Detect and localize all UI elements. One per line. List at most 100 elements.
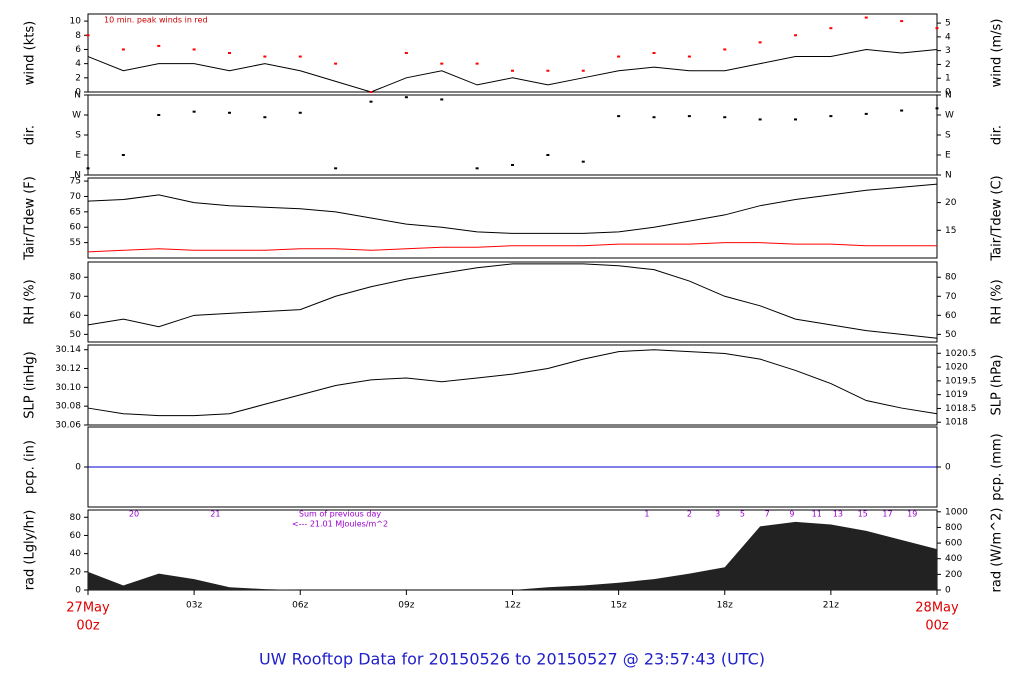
data-point [192, 48, 196, 51]
data-point [794, 118, 797, 121]
data-point [228, 52, 231, 54]
y2-tick-label: 3 [945, 46, 951, 56]
y-tick-label: 60 [70, 223, 82, 233]
y-tick-label: 40 [70, 549, 82, 559]
y-tick-label: 55 [70, 238, 81, 248]
y2-tick-label: N [945, 171, 952, 181]
y2-tick-label: 600 [945, 539, 962, 549]
y-tick-label: 30.12 [55, 364, 81, 374]
data-point [228, 111, 231, 114]
y2-tick-label: 20 [945, 198, 957, 208]
y2-axis-label: RH (%) [990, 279, 1005, 324]
y2-axis-label: wind (m/s) [990, 19, 1005, 88]
data-point [263, 55, 267, 58]
data-point [652, 116, 656, 119]
hour-label: 19 [907, 510, 917, 519]
panel-frame [87, 261, 938, 343]
y-tick-label: S [75, 131, 81, 141]
y2-tick-label: 4 [945, 32, 951, 42]
data-point [581, 69, 585, 72]
x-tick-label: 12z [504, 601, 520, 611]
y2-axis-label: Tair/Tdew (C) [990, 175, 1005, 261]
data-point [298, 111, 302, 114]
line [87, 263, 938, 339]
chart-title: UW Rooftop Data for 20150526 to 20150527… [259, 650, 765, 669]
y-axis-label: dir. [23, 125, 38, 145]
y-tick-label: 0 [75, 586, 81, 596]
y2-tick-label: N [945, 91, 952, 101]
y2-tick-label: 1000 [945, 507, 968, 517]
data-point [334, 62, 338, 65]
data-point [829, 27, 833, 30]
y-tick-label: 80 [70, 513, 82, 523]
y-tick-label: 80 [70, 273, 82, 283]
panel-frame [87, 177, 938, 259]
y2-tick-label: 60 [945, 311, 957, 321]
data-point [86, 34, 90, 37]
y-tick-label: 60 [70, 311, 82, 321]
y-tick-label: N [74, 91, 81, 101]
data-point [900, 20, 904, 23]
data-point [723, 48, 727, 51]
y2-axis-label: SLP (hPa) [990, 354, 1005, 415]
hour-label: 5 [740, 510, 745, 519]
x-tick-label: 21z [823, 601, 839, 611]
data-point [440, 62, 444, 65]
data-point [157, 44, 161, 47]
y-tick-label: 30.06 [55, 421, 81, 431]
y2-axis-label: pcp. (mm) [990, 433, 1005, 500]
data-point [475, 167, 479, 170]
data-point [617, 115, 621, 118]
y2-tick-label: 1019 [945, 390, 968, 400]
y-axis-label: Tair/Tdew (F) [23, 176, 38, 261]
data-point [369, 91, 373, 93]
data-point [617, 55, 621, 58]
y-tick-label: 0 [75, 88, 81, 98]
data-point [121, 48, 125, 51]
y-axis-label: RH (%) [23, 279, 38, 324]
hour-label: 2 [687, 510, 692, 519]
data-point [546, 154, 550, 156]
y2-tick-label: 1019.5 [945, 376, 977, 386]
hour-label: 17 [882, 510, 892, 519]
y2-tick-label: 800 [945, 523, 962, 533]
annotation: <--- 21.01 MJoules/m^2 [292, 520, 388, 529]
y2-tick-label: 0 [945, 88, 951, 98]
hour-label: 9 [789, 510, 794, 519]
y-tick-label: 50 [70, 330, 82, 340]
data-point [758, 41, 762, 44]
data-point [687, 115, 691, 118]
data-point [864, 16, 868, 19]
data-point [581, 160, 585, 163]
y-tick-label: 30.10 [55, 383, 81, 393]
y2-tick-label: S [945, 131, 951, 141]
data-point [511, 69, 514, 72]
data-point [121, 154, 125, 156]
y-tick-label: 0 [75, 463, 81, 473]
hour-label: 3 [715, 510, 720, 519]
y-axis-label: SLP (inHg) [23, 351, 38, 419]
data-point [157, 114, 161, 116]
data-point [511, 164, 514, 166]
line [87, 349, 938, 417]
y-tick-label: 8 [75, 31, 81, 41]
hour-label: 21 [210, 510, 220, 519]
y-tick-label: 4 [75, 59, 81, 69]
data-point [263, 116, 267, 119]
y-tick-label: 70 [70, 292, 82, 302]
x-tick-label: 00z [76, 619, 100, 634]
y2-tick-label: W [945, 111, 954, 121]
panel-frame [87, 94, 938, 176]
x-tick-label: 03z [186, 601, 202, 611]
x-tick-label: 09z [398, 601, 414, 611]
data-point [652, 52, 656, 54]
y2-tick-label: 1018 [945, 418, 968, 428]
x-tick-label: 06z [292, 601, 308, 611]
line [87, 242, 937, 253]
y-tick-label: 65 [70, 207, 81, 217]
data-point [404, 52, 408, 54]
y-tick-label: N [74, 171, 81, 181]
y-axis-label: wind (kts) [23, 21, 38, 85]
y-axis-label: rad (Lgly/hr) [23, 510, 38, 591]
